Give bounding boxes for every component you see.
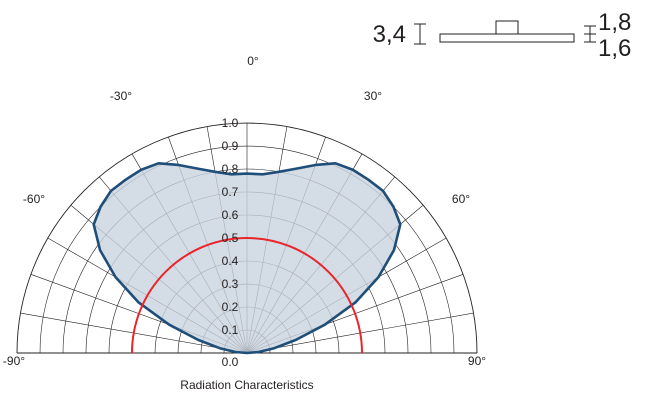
reference-arc bbox=[131, 237, 363, 354]
radial-tick-label: 0.2 bbox=[222, 300, 239, 314]
radial-tick-label: 1.0 bbox=[222, 116, 239, 130]
led-lens-outline bbox=[495, 20, 519, 35]
radial-tick-label: 0.9 bbox=[222, 139, 239, 153]
radial-tick-label: 0.6 bbox=[222, 208, 239, 222]
bottom-dimension-label: 1,6 bbox=[598, 35, 631, 62]
top-dimension-label: 1,8 bbox=[598, 9, 631, 36]
series-layer bbox=[92, 162, 402, 355]
thickness-dimension-marker bbox=[584, 25, 596, 43]
x-axis-label: Radiation Characteristics bbox=[180, 378, 313, 392]
angle-tick-label: -30° bbox=[110, 89, 132, 103]
angle-tick-label: 30° bbox=[364, 89, 382, 103]
radial-tick-label: 0.0 bbox=[222, 355, 239, 369]
radial-tick-label: 0.3 bbox=[222, 277, 239, 291]
tick-labels: 0.0 0.1 0.2 0.3 0.4 0.5 0.6 0.7 0.8 0.9 1.0 -90° -60… bbox=[3, 54, 486, 369]
angle-tick-label: -60° bbox=[23, 192, 45, 206]
angle-tick-label: 90° bbox=[468, 354, 486, 368]
radial-tick-label: 0.4 bbox=[222, 254, 239, 268]
led-dimension-drawing: 3,4 1,8 1,6 bbox=[373, 9, 632, 62]
led-base-outline bbox=[439, 33, 575, 43]
height-dimension-marker bbox=[414, 23, 426, 45]
radial-tick-label: 0.5 bbox=[222, 231, 239, 245]
angle-tick-label: 0° bbox=[247, 54, 259, 68]
radial-tick-label: 0.7 bbox=[222, 185, 239, 199]
radial-tick-label: 0.1 bbox=[222, 323, 239, 337]
height-dimension-label: 3,4 bbox=[373, 21, 406, 48]
angle-tick-label: -90° bbox=[3, 354, 25, 368]
pattern-fill bbox=[93, 163, 401, 353]
angle-tick-label: 60° bbox=[452, 192, 470, 206]
radial-tick-label: 0.8 bbox=[222, 162, 239, 176]
pattern-line bbox=[92, 162, 402, 355]
